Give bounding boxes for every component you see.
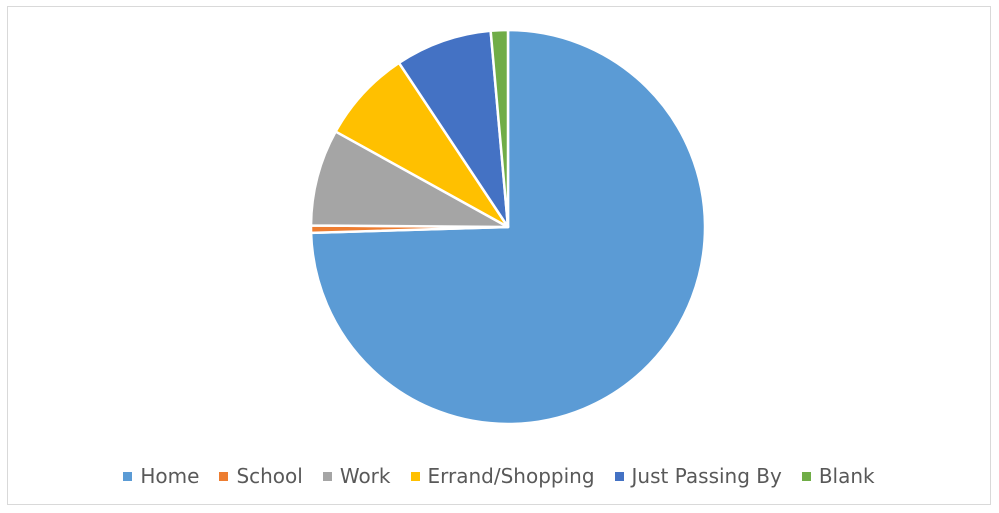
- legend-item-just-passing-by: Just Passing By: [614, 464, 782, 488]
- legend-swatch: [219, 471, 229, 481]
- legend-label: Blank: [818, 464, 875, 488]
- pie-slice-work: [309, 130, 510, 229]
- legend-swatch: [322, 471, 332, 481]
- legend-swatch: [410, 471, 420, 481]
- legend-item-work: Work: [322, 464, 391, 488]
- legend-item-home: Home: [123, 464, 199, 488]
- chart-area: Home School Work Errand/Shopping Just Passin…: [7, 6, 991, 505]
- legend-item-blank: Blank: [801, 464, 875, 488]
- pie-slice-blank: [489, 28, 510, 229]
- legend-label: School: [236, 464, 303, 488]
- legend: Home School Work Errand/Shopping Just Passin…: [8, 456, 990, 496]
- legend-item-errand-shopping: Errand/Shopping: [410, 464, 595, 488]
- legend-label: Errand/Shopping: [427, 464, 595, 488]
- pie-slices: [309, 28, 707, 426]
- pie-slice-just-passing-by: [397, 29, 510, 229]
- legend-swatch: [614, 471, 624, 481]
- legend-label: Just Passing By: [631, 464, 782, 488]
- legend-item-school: School: [219, 464, 303, 488]
- legend-swatch: [123, 471, 133, 481]
- legend-label: Home: [140, 464, 200, 488]
- legend-label: Work: [339, 464, 391, 488]
- pie-chart: [309, 28, 707, 426]
- pie-slice-errand-shopping: [334, 61, 510, 229]
- legend-swatch: [801, 471, 811, 481]
